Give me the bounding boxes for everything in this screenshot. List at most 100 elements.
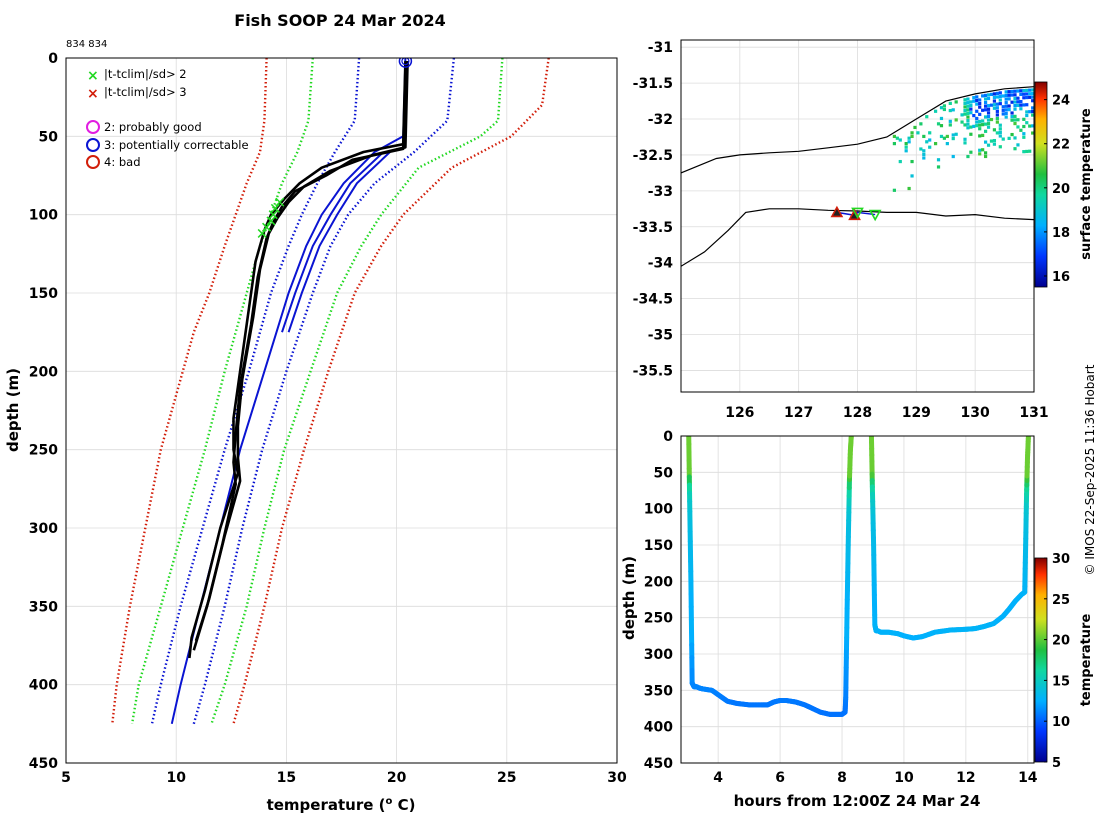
climatology-lines [111,58,550,725]
clim-red-left [111,58,268,724]
sst-colorbar-tick-label: 24 [1052,94,1070,109]
sst-pixel [981,94,985,98]
clim-mean-double-a [281,151,385,333]
sst-colorbar-tick-label: 18 [1052,226,1070,241]
profile-plot-frame [65,57,618,764]
credit-text: © IMOS 22-Sep-2025 11:36 Hobart [1083,364,1097,575]
outlier-x-marker [257,228,267,238]
sst-pixel [972,99,976,103]
sst-pixel [936,122,941,126]
legend-entry-bad: 4: bad [86,155,141,169]
sst-pixel [904,149,908,153]
sst-pixel [986,118,991,122]
sst-pixel [925,140,929,144]
legend-magenta-circle-icon [86,120,100,134]
sst-pixel [969,132,973,136]
sst-pixel [1025,88,1029,92]
depth-time-x-tick-label: 14 [1018,770,1038,786]
legend-entry-green-x: × |t-tclim|/sd> 2 [87,67,187,84]
sst-pixel [978,134,982,138]
temperature-colorbar-tick-label: 30 [1052,552,1070,567]
profile-y-tick-label: 50 [39,129,59,145]
sst-pixel [1028,95,1032,99]
sst-pixel [975,120,979,124]
sst-pixel [995,109,999,113]
outlier-markers [257,197,285,238]
clim-mean-double-b [287,151,391,333]
sst-pixel [1001,108,1005,112]
sst-pixel [954,100,958,104]
map-drop-markers [830,205,882,222]
sst-pixel [1022,150,1026,154]
map-y-tick-label: -34 [648,256,674,272]
sst-pixel [975,102,979,106]
depth-time-y-tick-label: 100 [644,502,673,518]
sst-pixel [898,138,902,142]
sst-pixel [1025,110,1029,114]
sst-pixel [981,108,985,112]
sst-pixel [913,125,917,130]
sst-pixel [995,131,999,135]
profile-x-tick-label: 5 [61,770,71,786]
sst-pixel [998,145,1002,149]
sst-pixel [978,152,982,156]
sst-pixel [1010,89,1014,94]
map-plot-frame [680,39,1035,393]
flag-marker-outer [398,58,413,68]
sst-pixel [907,186,911,191]
sst-pixel [1010,114,1014,119]
map-sst-pixels [892,88,1034,192]
sst-pixel [975,98,979,103]
sst-pixel [978,127,982,131]
profile-3 [192,61,409,651]
sst-pixel [1031,109,1034,114]
sst-pixel [1019,128,1023,132]
map-y-tick-label: -35.5 [633,363,673,379]
temperature-colorbar-label: temperature [1079,614,1094,707]
sst-pixel [966,122,970,126]
sst-pixel [1007,136,1011,140]
sst-pixel [998,98,1002,102]
sst-pixel [978,123,982,127]
sst-pixel [922,156,926,160]
sst-pixel [1016,100,1020,104]
sst-pixel [966,104,970,108]
sst-pixel [1007,97,1011,101]
sst-pixel [907,136,911,140]
sst-pixel [928,145,932,149]
profile-y-tick-label: 450 [29,756,58,772]
sst-pixel [951,133,955,137]
depth-time-ticks: 4 6 8 10 12 14 0 50 100 150 200 250 300 350 400 450 [644,429,1038,786]
sst-pixel [1016,103,1020,107]
sst-pixel [1019,92,1023,96]
sst-pixel [983,100,988,105]
sst-pixel [1010,132,1014,137]
sst-pixel [1004,111,1008,116]
map-x-tick-label: 130 [961,405,990,421]
sst-colorbar-tick-label: 16 [1052,270,1070,285]
sst-pixel [978,101,982,106]
sst-pixel [989,139,994,143]
sst-pixel [1031,99,1034,103]
sst-pixel [981,123,985,127]
sst-colorbar-tick-label: 22 [1052,138,1070,153]
sst-pixel [963,98,967,102]
sst-pixel [995,91,999,95]
sst-pixel [960,113,964,117]
depth-time-y-tick-label: 50 [654,465,674,481]
sst-pixel [919,147,923,151]
sst-pixel [969,150,973,154]
sst-pixel [1028,88,1032,92]
outlier-x-marker [275,197,285,207]
sst-pixel [986,111,991,115]
sst-pixel [998,127,1002,131]
sst-pixel [998,94,1002,99]
depth-time-y-tick-label: 350 [644,683,673,699]
sst-pixel [972,124,976,128]
outlier-x-marker [268,210,278,220]
sst-pixel [975,109,979,113]
profile-y-tick-label: 300 [29,521,58,537]
sst-pixel [989,103,994,107]
sst-pixel [1028,110,1032,114]
